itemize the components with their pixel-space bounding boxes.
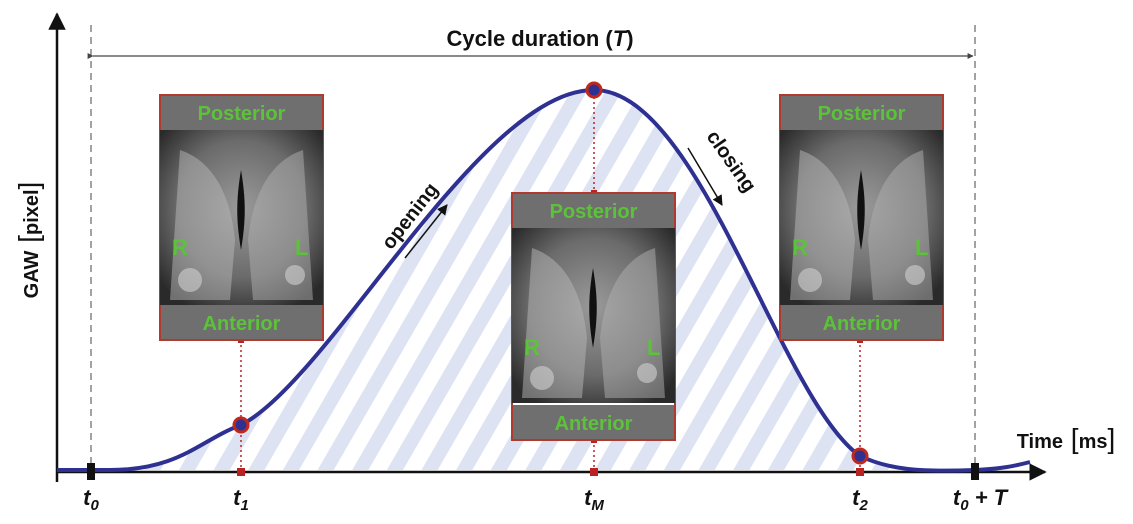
tm: tM bbox=[584, 485, 604, 514]
panel-top: Posterior bbox=[818, 103, 906, 125]
panel-right: L bbox=[915, 235, 928, 260]
panel-right: L bbox=[647, 335, 660, 360]
panel: Posterior Anterior R L bbox=[779, 94, 944, 341]
panel-left: R bbox=[172, 235, 188, 260]
t2: t2 bbox=[852, 485, 868, 514]
panel-top: Posterior bbox=[550, 201, 638, 223]
y-label: GAW [pixel] bbox=[13, 182, 44, 299]
panel: Posterior Anterior R L bbox=[159, 94, 324, 341]
boundary-tick bbox=[87, 463, 95, 480]
panel-bottom: Anterior bbox=[823, 313, 901, 335]
t1: t1 bbox=[233, 485, 249, 514]
boundary-tick bbox=[971, 463, 979, 480]
x-label: Time [ms] bbox=[1017, 423, 1116, 454]
panel-left: R bbox=[792, 235, 808, 260]
panel-top: Posterior bbox=[198, 103, 286, 125]
opening-arrow bbox=[404, 204, 448, 259]
panel-left: R bbox=[524, 335, 540, 360]
panel-bottom: Anterior bbox=[203, 313, 281, 335]
points bbox=[232, 81, 869, 465]
panel-bottom: Anterior bbox=[555, 413, 633, 435]
t0-plus-t: t0 + T bbox=[953, 485, 1009, 514]
panel-right: L bbox=[295, 235, 308, 260]
time-labels: t0 t1 tM t2 t0 + T bbox=[83, 485, 1008, 514]
t0: t0 bbox=[83, 485, 99, 514]
closing-arrow bbox=[687, 147, 723, 206]
panel: Posterior Anterior R L bbox=[511, 192, 676, 441]
cycle-label: Cycle duration (T) bbox=[446, 26, 633, 51]
